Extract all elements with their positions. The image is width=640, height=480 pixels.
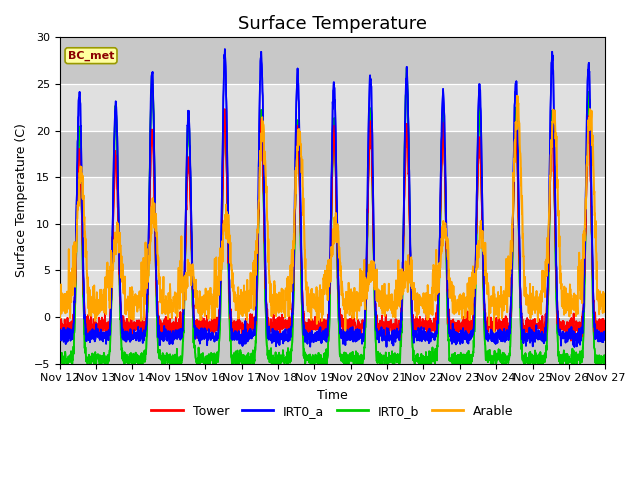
IRT0_b: [554, 330, 561, 336]
Tower: [360, 321, 368, 326]
Arable: [491, 306, 499, 312]
IRT0_a: [221, 46, 228, 52]
IRT0_a: [553, 288, 561, 293]
Bar: [60, 131, 605, 177]
X-axis label: Time: Time: [317, 389, 348, 402]
IRT0_a: [568, 333, 576, 339]
Bar: [60, 84, 605, 131]
Line: IRT0_a: IRT0_a: [60, 49, 605, 347]
IRT0_b: [348, 358, 356, 364]
Text: BC_met: BC_met: [68, 50, 114, 61]
Y-axis label: Surface Temperature (C): Surface Temperature (C): [15, 123, 28, 277]
IRT0_b: [601, 355, 609, 361]
Title: Surface Temperature: Surface Temperature: [238, 15, 427, 33]
Bar: [60, 177, 605, 224]
Arable: [601, 305, 609, 311]
Line: Arable: Arable: [60, 96, 605, 332]
Tower: [568, 320, 576, 325]
IRT0_b: [60, 361, 68, 367]
Legend: Tower, IRT0_a, IRT0_b, Arable: Tower, IRT0_a, IRT0_b, Arable: [147, 400, 518, 423]
IRT0_b: [568, 346, 576, 351]
Line: Tower: Tower: [60, 109, 605, 342]
IRT0_a: [56, 337, 63, 343]
IRT0_a: [491, 336, 499, 342]
Bar: [60, 270, 605, 317]
Bar: [60, 317, 605, 364]
Arable: [348, 303, 356, 309]
IRT0_a: [348, 329, 356, 335]
IRT0_b: [360, 353, 368, 359]
Arable: [568, 300, 576, 306]
IRT0_b: [208, 351, 216, 357]
IRT0_a: [571, 344, 579, 350]
Tower: [221, 107, 228, 112]
IRT0_b: [403, 65, 410, 71]
Bar: [60, 224, 605, 270]
Line: IRT0_b: IRT0_b: [60, 68, 605, 364]
Tower: [56, 321, 63, 327]
Arable: [554, 185, 561, 191]
Tower: [601, 321, 609, 327]
Arable: [513, 93, 521, 99]
Tower: [554, 300, 561, 305]
Bar: [60, 37, 605, 84]
Tower: [492, 328, 499, 334]
IRT0_b: [56, 356, 63, 362]
IRT0_a: [601, 334, 609, 340]
Arable: [490, 329, 498, 335]
IRT0_b: [492, 356, 499, 361]
Arable: [360, 280, 367, 286]
IRT0_a: [360, 320, 368, 326]
Tower: [208, 317, 216, 323]
Arable: [56, 295, 63, 301]
Arable: [208, 306, 216, 312]
Tower: [122, 339, 130, 345]
Tower: [349, 325, 356, 331]
IRT0_a: [208, 330, 216, 336]
